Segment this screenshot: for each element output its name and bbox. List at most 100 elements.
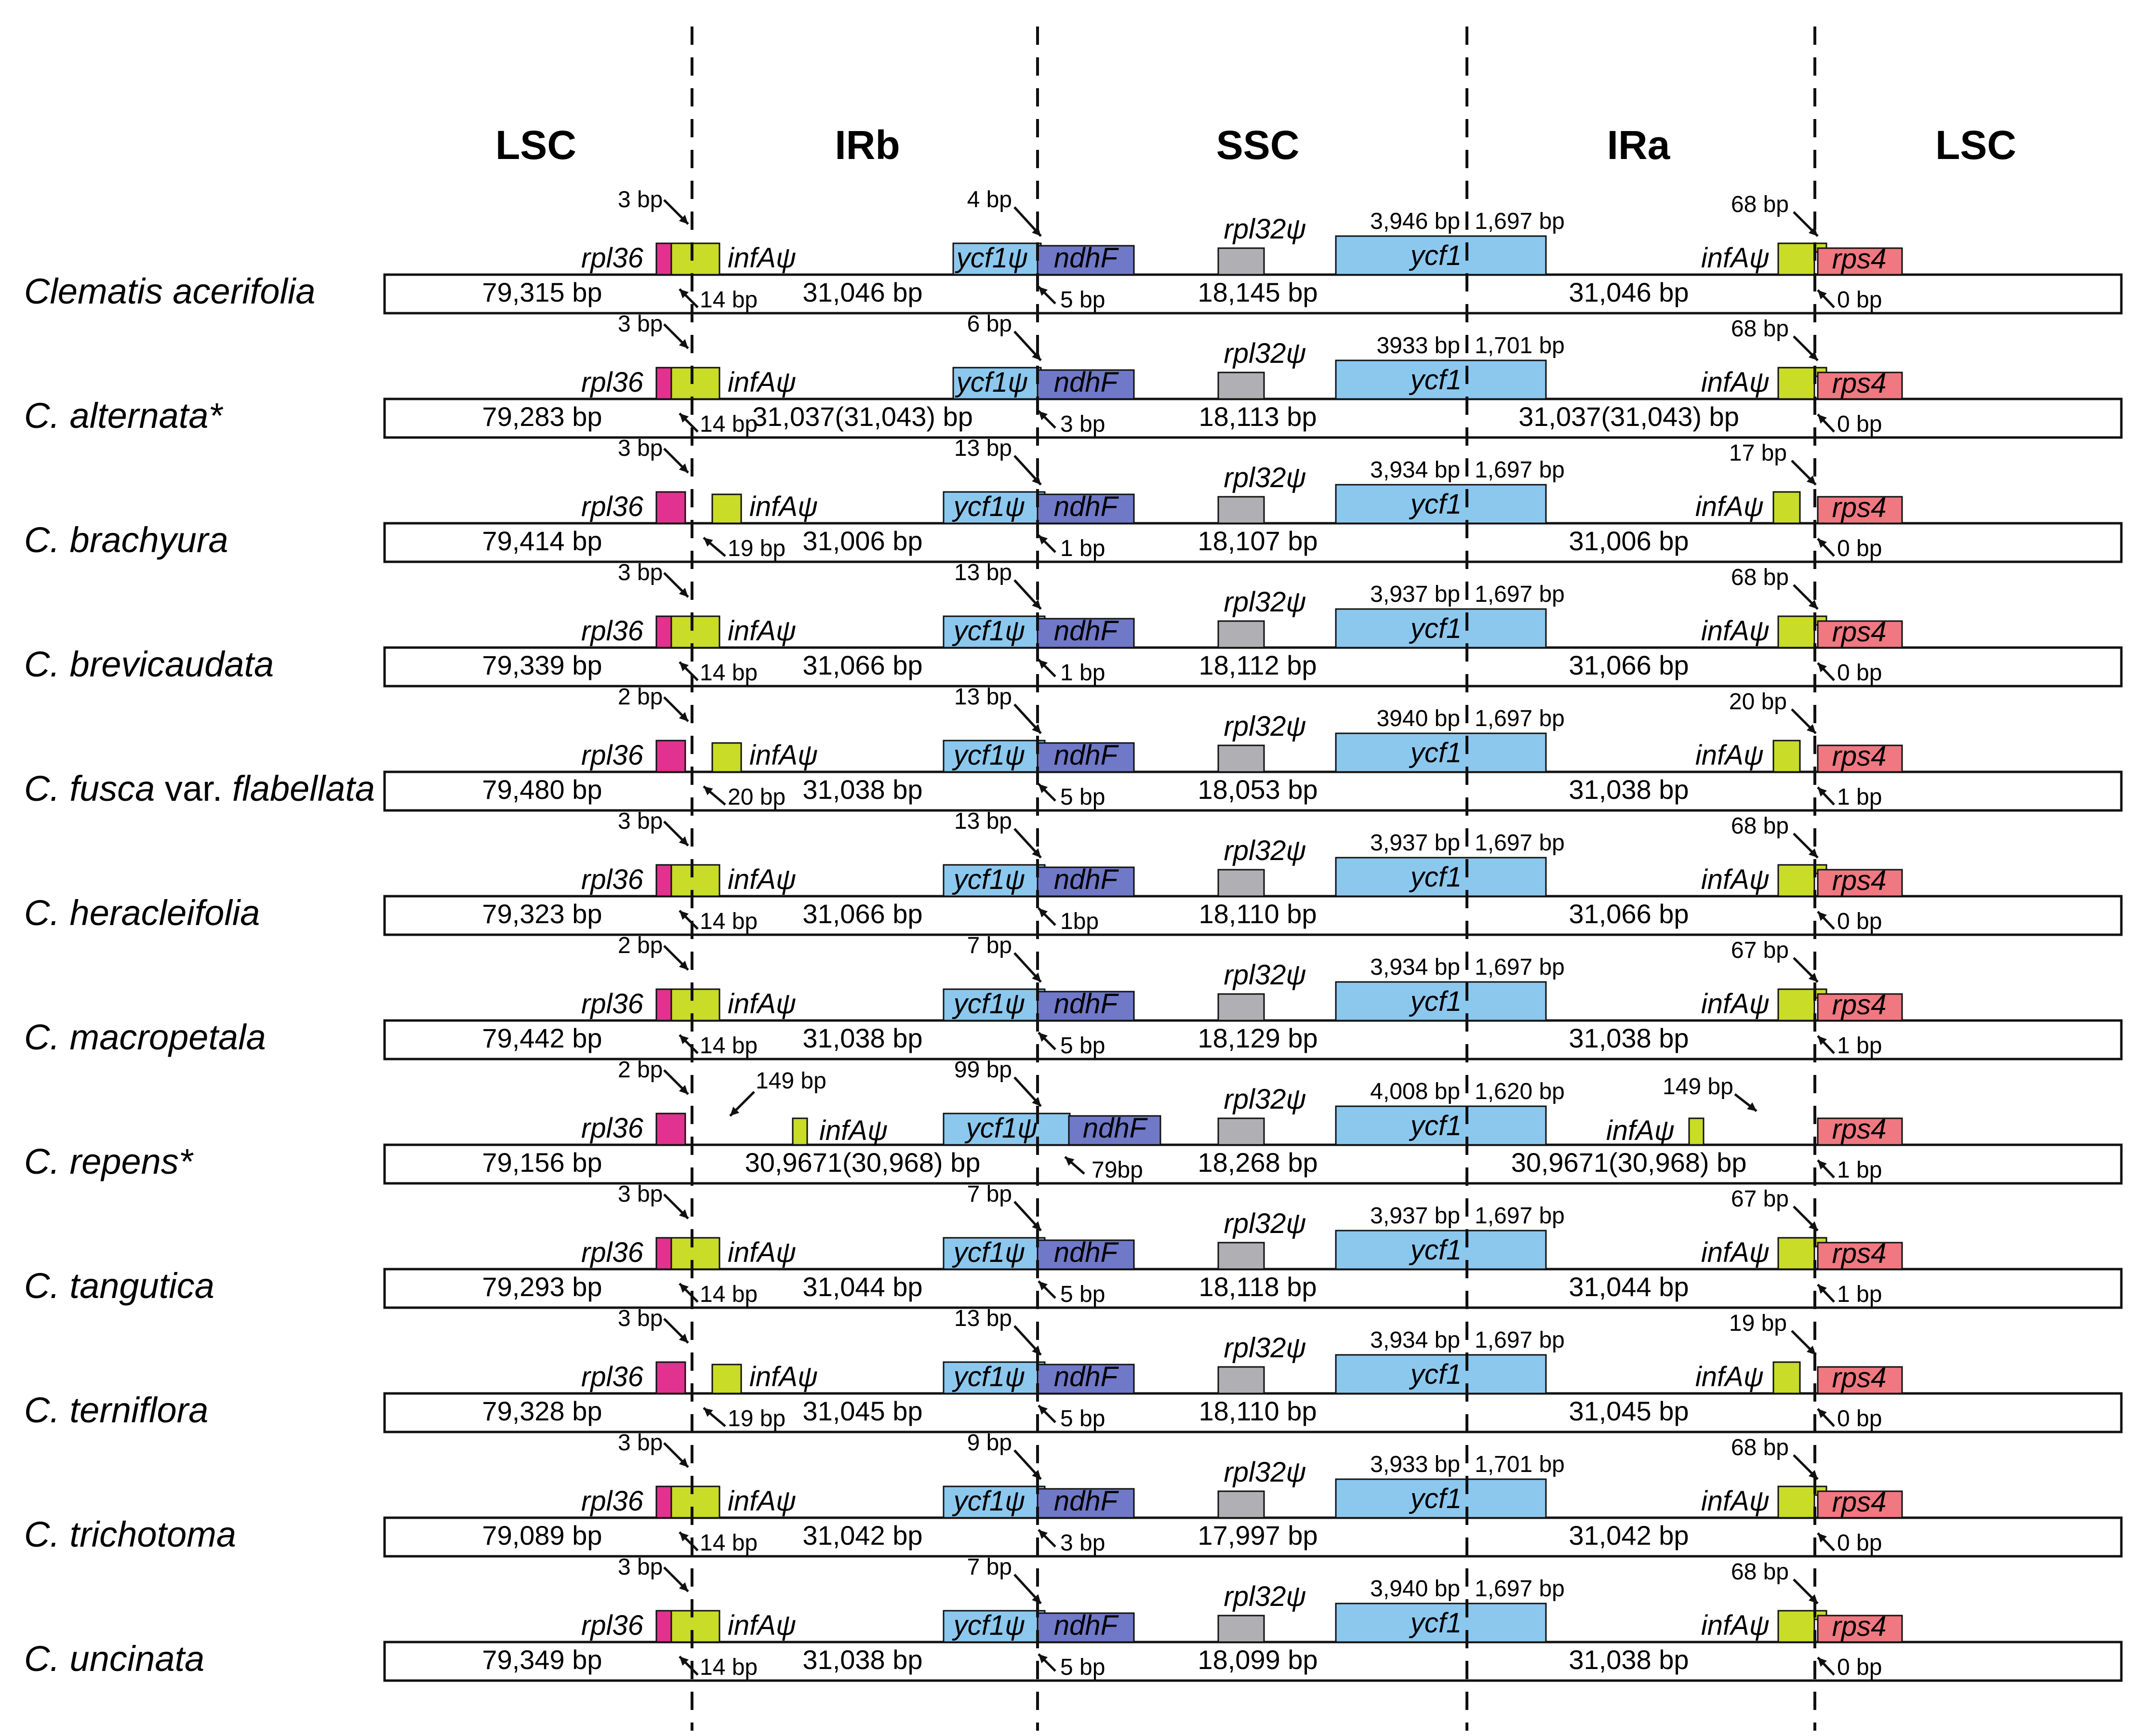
infa-label: infAψ (728, 864, 796, 895)
ycf1-gene (1335, 1478, 1547, 1519)
ndhf-junction-arrow-head (1039, 908, 1048, 918)
region-label-ssc: SSC (1216, 122, 1300, 168)
species-row: Clematis acerifolia 79,315 bp 31,046 bp 18,… (24, 187, 2123, 315)
region-label-irb: IRb (835, 122, 900, 168)
rps4-label: rps4 (1832, 741, 1887, 772)
species-name: C. fusca var. flabellata (24, 769, 375, 808)
ycf1-ssc-length: 3,934 bp (1370, 457, 1460, 483)
ndhf-gene (1068, 1115, 1161, 1146)
rpl36-label: rpl36 (581, 615, 644, 647)
rpl32-label: rpl32ψ (1224, 213, 1306, 245)
infa-gene (792, 1117, 808, 1146)
ndhf-label: ndhF (1054, 242, 1119, 274)
ndhf-label: ndhF (1054, 615, 1119, 647)
infa2-arrow-head (1808, 1221, 1818, 1231)
ssc-length: 17,997 bp (1198, 1520, 1318, 1550)
infa2-label: infAψ (1695, 740, 1764, 771)
infa-gene (670, 864, 720, 897)
ycf1-ssc-length: 3,933 bp (1370, 1452, 1460, 1477)
rpl36-label: rpl36 (581, 242, 644, 274)
rpl36-distance: 3 bp (618, 1306, 663, 1331)
infa-junction-distance: 14 bp (700, 1282, 758, 1307)
infa-label: infAψ (728, 988, 796, 1020)
infa2-arrow (1793, 584, 1819, 610)
ssc-length: 18,112 bp (1199, 650, 1317, 680)
infa-label: infAψ (728, 1485, 796, 1517)
ycf1-pseudogene-distance: 6 bp (967, 311, 1012, 337)
rps4-junction-arrow-head (1818, 539, 1827, 548)
infa2-label: infAψ (1606, 1115, 1675, 1146)
ira-length: 31,042 bp (1569, 1520, 1689, 1550)
ndhf-label: ndhF (1054, 367, 1119, 398)
infa-junction-arrow-head (679, 289, 689, 299)
rpl32-label: rpl32ψ (1224, 959, 1306, 991)
ssc-length: 18,113 bp (1199, 401, 1317, 432)
rps4-junction-arrow (1817, 538, 1835, 557)
infa2-arrow-head (1808, 351, 1818, 360)
rps4-gene (1817, 371, 1903, 400)
ira-length: 31,044 bp (1569, 1272, 1689, 1302)
rps4-gene (1817, 1490, 1903, 1519)
rpl36-distance: 3 bp (618, 808, 663, 834)
species-row: C. repens* 79,156 bp 30,9671(30,968) bp 18,… (24, 1057, 2123, 1185)
species-name-part: flabellata (222, 769, 375, 808)
ndhf-junction-arrow (1038, 1280, 1056, 1299)
species-name-part: C. trichotoma (24, 1514, 236, 1554)
infa-label: infAψ (728, 367, 796, 398)
infa2-gene (1777, 367, 1815, 400)
rpl36-arrow (663, 448, 689, 474)
rpl36-distance: 2 bp (618, 1057, 663, 1083)
rpl32-label: rpl32ψ (1224, 1084, 1306, 1115)
ycf1-pseudogene-arrow (1013, 331, 1042, 361)
infa-junction-arrow-head (704, 786, 713, 795)
ssc-length: 18,053 bp (1198, 774, 1318, 805)
ycf1-pseudogene-distance: 99 bp (954, 1057, 1012, 1083)
infa-junction-arrow-head (679, 1284, 689, 1293)
ycf1-ira-length: 1,697 bp (1475, 457, 1565, 483)
rpl36-arrow (663, 945, 689, 971)
ycf1-label: ycf1 (1409, 240, 1462, 271)
ndhf-junction-distance: 1 bp (1060, 660, 1105, 686)
ycf1-pseudogene (943, 988, 1046, 1021)
rpl36-distance: 3 bp (618, 1181, 663, 1207)
ndhf-gene (1037, 991, 1135, 1021)
rpl36-arrow-head (679, 339, 688, 348)
ssc-length: 18,145 bp (1198, 277, 1318, 307)
lsc-length: 79,156 bp (482, 1147, 602, 1178)
ycf1-pseudogene-distance: 13 bp (954, 808, 1012, 834)
ycf1-label: ycf1 (1409, 986, 1462, 1017)
rps4-junction-distance: 0 bp (1837, 287, 1882, 313)
species-name: Clematis acerifolia (24, 271, 316, 311)
infa-gene (670, 615, 720, 649)
rps4-gene (1817, 247, 1903, 276)
ycf1-pseudogene-label: ycf1ψ (952, 1237, 1025, 1268)
infa2-distance: 17 bp (1729, 440, 1787, 466)
infa-gene (670, 1485, 720, 1519)
ycf1-label: ycf1 (1409, 489, 1462, 520)
infa-gene (670, 242, 720, 276)
infa-junction-distance: 14 bp (700, 660, 758, 686)
ycf1-gene (1335, 484, 1547, 524)
ira-length: 31,066 bp (1569, 650, 1689, 680)
infa-junction-arrow-head (679, 1532, 689, 1542)
ndhf-junction-distance: 79bp (1092, 1157, 1143, 1183)
rps4-label: rps4 (1832, 1611, 1887, 1642)
ycf1-pseudogene (943, 1485, 1046, 1519)
infa2-arrow (1793, 335, 1819, 361)
rps4-label: rps4 (1832, 865, 1887, 896)
infa2-gene (1777, 864, 1815, 897)
lsc-length: 79,323 bp (482, 899, 602, 929)
species-name: C. heracleifolia (24, 893, 260, 933)
infa2-arrow (1791, 1330, 1817, 1356)
rpl36-arrow (663, 1566, 689, 1592)
rpl32-pseudogene (1217, 371, 1265, 400)
ycf1-pseudogene (943, 491, 1046, 524)
rpl32-pseudogene (1217, 744, 1265, 773)
rps4-junction-arrow (1817, 911, 1835, 930)
ycf1-label: ycf1 (1409, 613, 1462, 644)
species-name-part: var. (165, 769, 222, 808)
infa-junction-arrow (679, 288, 699, 308)
infa2-gene (1772, 740, 1801, 773)
rps4-label: rps4 (1832, 616, 1887, 648)
ycf1-pseudogene-label: ycf1ψ (952, 1485, 1025, 1517)
